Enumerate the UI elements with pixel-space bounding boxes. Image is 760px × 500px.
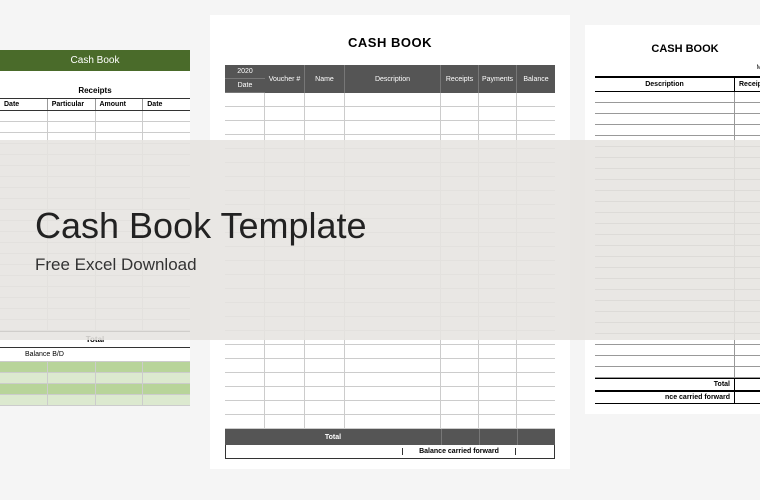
- t2-col-description: Description: [345, 65, 441, 93]
- t1-balance-label: Balance B/D: [0, 348, 190, 362]
- t3-total-value: [735, 379, 760, 390]
- t2-col-receipts: Receipts: [441, 65, 479, 93]
- overlay-title: Cash Book Template: [35, 205, 760, 247]
- t2-col-voucher: Voucher #: [265, 65, 305, 93]
- t2-year: 2020: [225, 65, 265, 79]
- table-row: [595, 367, 760, 378]
- t1-col-particular: Particular: [48, 99, 96, 110]
- t3-bcf-row: nce carried forward: [595, 391, 760, 404]
- t1-col-date2: Date: [143, 99, 190, 110]
- t2-col-balance: Balance: [517, 65, 555, 93]
- t3-title: CASH BOOK: [595, 35, 760, 63]
- table-row: [595, 345, 760, 356]
- t2-header: 2020 Date Voucher # Name Description Rec…: [225, 65, 555, 93]
- t2-date-label: Date: [225, 79, 265, 93]
- t1-section-receipts: Receipts: [0, 83, 190, 99]
- t1-column-headers: Date Particular Amount Date: [0, 99, 190, 111]
- table-row: [225, 345, 555, 359]
- t2-total-label: Total: [225, 434, 441, 441]
- table-row: [225, 93, 555, 107]
- t2-column-headers: Voucher # Name Description Receipts Paym…: [265, 65, 555, 93]
- table-row: [0, 111, 190, 122]
- t3-month-label: Month:: [595, 63, 760, 76]
- t2-year-box: 2020 Date: [225, 65, 265, 93]
- t3-col-description: Description: [595, 78, 735, 91]
- table-row: [225, 359, 555, 373]
- table-row: [225, 121, 555, 135]
- table-row: [595, 125, 760, 136]
- t2-total-receipts: [441, 429, 479, 445]
- table-row: [0, 373, 190, 384]
- t2-col-name: Name: [305, 65, 345, 93]
- table-row: [225, 107, 555, 121]
- t3-col-receipts: Receipts: [735, 78, 760, 91]
- table-row: [0, 122, 190, 133]
- t1-title: Cash Book: [0, 50, 190, 71]
- t3-bcf-label: nce carried forward: [595, 392, 735, 403]
- t2-total-balance: [517, 429, 555, 445]
- t2-bcf-label: Balance carried forward: [402, 448, 516, 455]
- t2-col-payments: Payments: [479, 65, 517, 93]
- table-row: [225, 373, 555, 387]
- table-row: [0, 395, 190, 406]
- table-row: [225, 401, 555, 415]
- table-row: [595, 356, 760, 367]
- overlay-subtitle: Free Excel Download: [35, 255, 760, 275]
- title-overlay: Cash Book Template Free Excel Download: [0, 140, 760, 340]
- t2-total-row: Total: [225, 429, 555, 445]
- t3-column-headers: Description Receipts: [595, 76, 760, 92]
- t2-bcf-row: Balance carried forward: [225, 445, 555, 459]
- t3-total-label: Total: [595, 379, 735, 390]
- t1-footer-rows: [0, 362, 190, 406]
- t2-total-payments: [479, 429, 517, 445]
- table-row: [595, 114, 760, 125]
- table-row: [0, 362, 190, 373]
- t2-title: CASH BOOK: [225, 25, 555, 65]
- table-row: [595, 92, 760, 103]
- table-row: [595, 103, 760, 114]
- t3-bcf-value: [735, 392, 760, 403]
- table-row: [0, 384, 190, 395]
- table-row: [225, 387, 555, 401]
- t1-col-date: Date: [0, 99, 48, 110]
- t3-total-row: Total: [595, 378, 760, 391]
- t1-col-amount: Amount: [96, 99, 144, 110]
- table-row: [225, 415, 555, 429]
